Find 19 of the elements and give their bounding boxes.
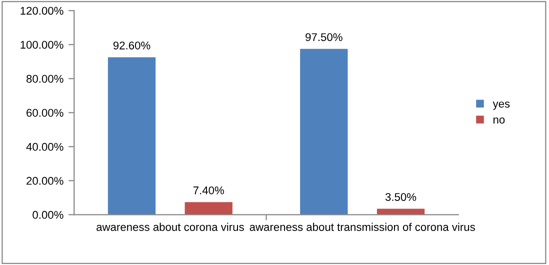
bar [108, 57, 156, 215]
y-tick-label: 80.00% [26, 74, 64, 83]
y-tick-label: 120.00% [20, 6, 64, 15]
y-tick-label: 40.00% [26, 142, 64, 151]
data-label: 7.40% [193, 186, 224, 194]
bar [184, 202, 232, 215]
data-label: 92.60% [113, 42, 150, 50]
bar [300, 48, 348, 215]
bar [376, 208, 425, 215]
x-tick-label: awareness about corona virus [96, 222, 244, 231]
y-tick-label: 20.00% [26, 176, 64, 185]
legend-label: no [494, 117, 505, 124]
legend-label: yes [492, 102, 510, 110]
data-label: 97.50% [306, 33, 342, 42]
y-tick-label: 60.00% [26, 108, 64, 117]
x-tick-label: awareness about transmission of corona virus [250, 222, 475, 231]
y-tick-label: 100.00% [20, 40, 64, 49]
y-tick-label: 0.00% [32, 210, 64, 219]
data-label: 3.50% [385, 193, 416, 201]
